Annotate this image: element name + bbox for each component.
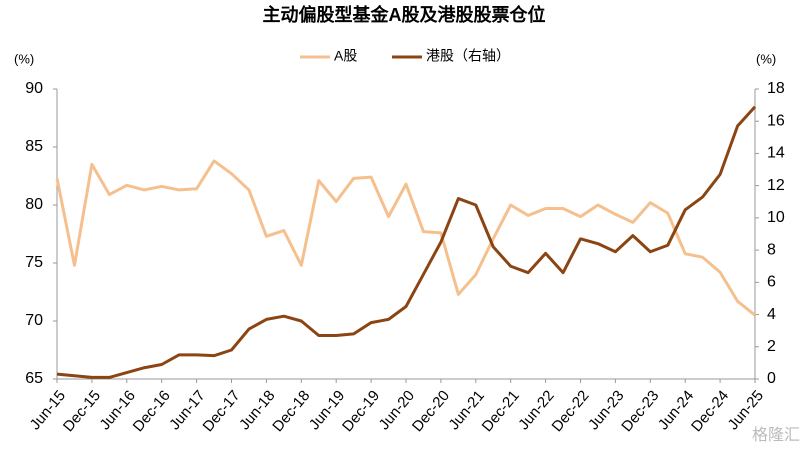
series-line <box>56 105 757 379</box>
watermark: 格隆汇 <box>752 426 800 444</box>
y2-tick-label: 16 <box>767 112 785 129</box>
x-tick-label: Dec-15 <box>60 387 104 435</box>
y2-tick-label: 18 <box>767 80 785 97</box>
x-tick-label: Dec-23 <box>618 387 662 435</box>
y2-tick-label: 14 <box>767 145 785 162</box>
y-tick-label: 70 <box>25 312 43 329</box>
y-tick-label: 75 <box>25 254 43 271</box>
x-tick-label: Dec-24 <box>688 387 732 435</box>
y2-tick-label: 2 <box>767 338 776 355</box>
x-tick-label: Dec-21 <box>479 387 523 435</box>
x-tick-label: Dec-22 <box>548 387 592 435</box>
y2-tick-label: 8 <box>767 241 776 258</box>
y2-tick-label: 12 <box>767 177 785 194</box>
legend-label: A股 <box>334 48 357 64</box>
y2-tick-label: 10 <box>767 209 785 226</box>
legend-label: 港股（右轴） <box>426 48 510 64</box>
x-tick-label: Dec-20 <box>409 387 453 435</box>
y-tick-label: 85 <box>25 138 43 155</box>
x-tick-label: Dec-17 <box>199 387 243 435</box>
y-unit: (%) <box>14 51 34 66</box>
series-line <box>55 159 756 317</box>
y2-tick-label: 0 <box>767 370 776 387</box>
y-tick-label: 65 <box>25 370 43 387</box>
y2-unit: (%) <box>756 51 776 66</box>
y-tick-label: 90 <box>25 80 43 97</box>
y2-tick-label: 6 <box>767 274 776 291</box>
x-tick-label: Dec-18 <box>269 387 313 435</box>
y2-tick-label: 4 <box>767 306 776 323</box>
x-tick-label: Dec-16 <box>130 387 174 435</box>
x-tick-label: Dec-19 <box>339 387 383 435</box>
chart-title: 主动偏股型基金A股及港股股票仓位 <box>263 4 546 25</box>
y-tick-label: 80 <box>25 196 43 213</box>
